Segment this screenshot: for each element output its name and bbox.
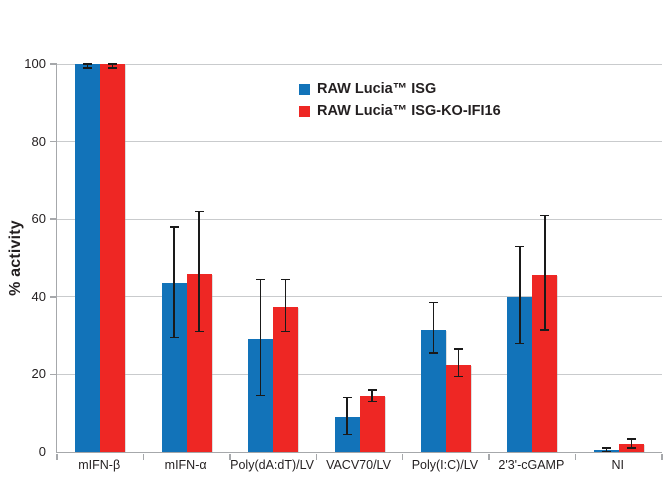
error-bar-series0-cat6 [605, 448, 608, 452]
x-label-cat3: VACV70/LV [326, 458, 391, 472]
y-tick-label-0: 0 [38, 444, 46, 459]
error-bar-series0-cat2 [259, 279, 262, 396]
legend: RAW Lucia™ ISG RAW Lucia™ ISG-KO-IFI16 [299, 78, 501, 122]
error-cap-bottom-series1-cat1 [194, 330, 204, 333]
error-bar-series0-cat5 [519, 246, 521, 344]
x-tick-5 [488, 454, 490, 460]
y-tick-40 [50, 296, 57, 298]
error-cap-top-series1-cat6 [626, 438, 636, 440]
error-cap-top-series1-cat5 [540, 214, 550, 217]
x-label-cat2: Poly(dA:dT)/LV [230, 458, 314, 472]
legend-label-0: RAW Lucia™ ISG [317, 81, 437, 97]
y-tick-label-60: 60 [31, 211, 46, 227]
error-cap-top-series0-cat6 [601, 447, 611, 449]
bar-series1-cat3 [359, 395, 385, 452]
error-cap-bottom-series0-cat6 [601, 450, 611, 453]
y-tick-label-100: 100 [24, 56, 46, 71]
y-tick-label-20: 20 [31, 366, 46, 382]
error-cap-top-series0-cat1 [169, 226, 179, 228]
legend-row-0: RAW Lucia™ ISG [299, 78, 501, 100]
gridline-80 [57, 141, 662, 143]
y-tick-60 [50, 218, 57, 220]
y-tick-label-80: 80 [31, 133, 46, 149]
legend-swatch-icon [299, 105, 310, 117]
error-cap-top-series1-cat0 [108, 63, 118, 65]
error-cap-top-series1-cat1 [194, 210, 204, 213]
error-bar-series1-cat5 [544, 215, 546, 330]
x-label-cat6: NI [611, 458, 625, 472]
error-cap-bottom-series1-cat6 [626, 447, 636, 449]
error-cap-bottom-series1-cat4 [453, 375, 463, 378]
error-bar-series1-cat0 [111, 64, 114, 68]
error-cap-top-series1-cat3 [367, 389, 377, 391]
error-cap-bottom-series0-cat2 [256, 394, 266, 397]
error-cap-bottom-series0-cat4 [428, 352, 438, 354]
bar-series0-cat0 [75, 64, 101, 452]
error-bar-series1-cat4 [457, 349, 460, 377]
x-tick-1 [142, 454, 145, 460]
gridline-100 [57, 63, 662, 65]
error-cap-bottom-series1-cat0 [108, 67, 118, 69]
x-tick-2 [229, 454, 231, 460]
legend-row-1: RAW Lucia™ ISG-KO-IFI16 [299, 100, 501, 122]
error-bar-series1-cat1 [198, 211, 200, 332]
x-tick-4 [401, 454, 404, 460]
error-cap-top-series1-cat4 [453, 348, 463, 350]
error-cap-top-series0-cat5 [515, 245, 525, 248]
error-bar-series0-cat1 [173, 226, 175, 338]
error-bar-series1-cat3 [371, 389, 373, 402]
error-bar-series0-cat3 [346, 397, 348, 435]
error-cap-bottom-series0-cat1 [169, 336, 179, 339]
error-bar-series1-cat2 [284, 279, 287, 332]
x-label-cat1: mIFN-α [164, 458, 207, 472]
x-tick-3 [315, 454, 318, 460]
legend-label-1: RAW Lucia™ ISG-KO-IFI16 [317, 103, 501, 119]
y-axis-title: % activity [7, 220, 24, 296]
y-tick-80 [50, 140, 57, 143]
x-tick-6 [574, 454, 577, 460]
error-cap-bottom-series1-cat5 [540, 329, 550, 331]
x-tick-0 [56, 454, 58, 460]
error-bar-series0-cat0 [86, 64, 89, 68]
bar-series1-cat0 [100, 64, 126, 452]
error-cap-top-series0-cat4 [428, 301, 438, 304]
error-cap-top-series0-cat0 [83, 63, 93, 65]
y-tick-label-40: 40 [31, 288, 46, 304]
x-label-cat0: mIFN-β [78, 458, 121, 472]
bar-series1-cat4 [445, 364, 471, 452]
error-cap-top-series0-cat3 [342, 396, 352, 399]
error-cap-bottom-series0-cat0 [83, 67, 93, 69]
y-axis-title-wrap: % activity [2, 64, 30, 452]
error-cap-bottom-series0-cat5 [515, 342, 525, 345]
gridline-40 [57, 296, 662, 298]
gridline-20 [57, 373, 662, 375]
error-cap-bottom-series1-cat3 [367, 400, 377, 403]
plot-area [50, 63, 663, 460]
error-cap-top-series1-cat2 [281, 278, 291, 281]
x-label-cat4: Poly(I:C)/LV [411, 458, 479, 472]
error-cap-bottom-series0-cat3 [342, 433, 352, 436]
error-cap-top-series0-cat2 [256, 278, 266, 281]
x-tick-7 [661, 454, 663, 460]
gridline-60 [57, 218, 662, 220]
y-tick-20 [50, 373, 57, 376]
error-cap-bottom-series1-cat2 [281, 330, 291, 333]
error-bar-series0-cat4 [432, 302, 435, 354]
x-label-cat5: 2'3'-cGAMP [498, 458, 565, 472]
legend-swatch-icon [299, 83, 310, 95]
error-bar-series1-cat6 [630, 439, 633, 449]
y-tick-100 [50, 63, 57, 65]
